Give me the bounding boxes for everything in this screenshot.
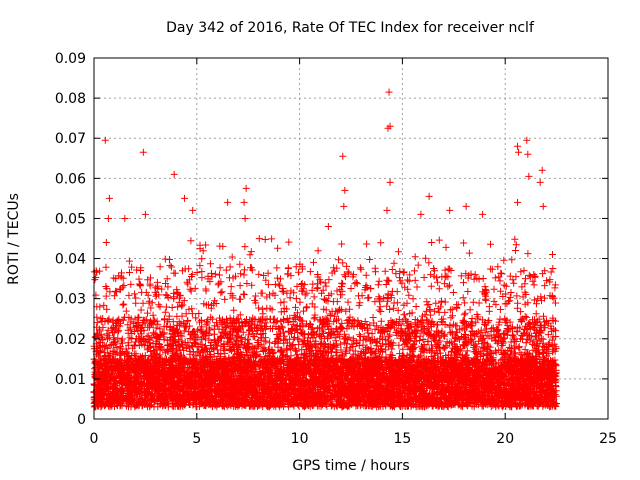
plot-frame <box>93 57 609 420</box>
data-point <box>385 88 393 96</box>
data-point <box>101 136 109 144</box>
y-tick-label: 0.09 <box>55 51 86 67</box>
y-tick-label: 0.03 <box>55 292 86 308</box>
y-tick-label: 0.08 <box>55 91 86 107</box>
x-tick-label: 10 <box>291 431 309 447</box>
data-point <box>341 186 349 194</box>
data-point <box>324 222 332 230</box>
y-tick-label: 0.06 <box>55 171 86 187</box>
y-axis-ticks: 0 0.01 0.02 0.03 0.04 0.05 0.06 0.07 0.08 0.09 <box>55 51 608 428</box>
y-tick-label: 0 <box>77 412 86 428</box>
data-point <box>539 202 547 210</box>
data-point <box>514 142 522 150</box>
x-tick-label: 25 <box>599 431 617 447</box>
x-tick-label: 20 <box>496 431 514 447</box>
data-point <box>340 202 348 210</box>
data-point <box>514 198 522 206</box>
y-tick-label: 0.02 <box>55 332 86 348</box>
data-point <box>425 192 433 200</box>
data-point <box>139 148 147 156</box>
data-point <box>102 239 110 247</box>
y-tick-label: 0.07 <box>55 131 86 147</box>
x-tick-label: 5 <box>192 431 201 447</box>
data-point <box>240 198 248 206</box>
data-point <box>104 214 112 222</box>
data-point <box>105 194 113 202</box>
point-cloud <box>90 235 560 411</box>
data-point <box>242 184 250 192</box>
data-point <box>417 210 425 218</box>
data-point <box>386 178 394 186</box>
data-point <box>189 206 197 214</box>
y-tick-label: 0.01 <box>55 372 86 388</box>
y-axis-label: ROTI / TECUs <box>6 193 22 285</box>
data-point <box>446 206 454 214</box>
data-point <box>180 194 188 202</box>
data-point <box>224 198 232 206</box>
x-axis-ticks: 0 5 10 15 20 25 <box>90 58 617 447</box>
data-point <box>479 210 487 218</box>
data-point <box>548 251 556 259</box>
x-tick-label: 0 <box>90 431 99 447</box>
data-point <box>462 202 470 210</box>
data-point <box>121 214 129 222</box>
data-point <box>523 136 531 144</box>
x-axis-label: GPS time / hours <box>292 458 409 474</box>
data-point <box>170 170 178 178</box>
x-tick-label: 15 <box>393 431 411 447</box>
y-tick-label: 0.04 <box>55 252 86 268</box>
data-points <box>90 88 560 411</box>
data-point <box>536 178 544 186</box>
data-point <box>524 150 532 158</box>
data-point <box>538 166 546 174</box>
y-tick-label: 0.05 <box>55 211 86 227</box>
data-point <box>339 152 347 160</box>
data-point <box>515 148 523 156</box>
data-point <box>384 124 392 132</box>
data-point <box>141 210 149 218</box>
data-point <box>511 247 519 255</box>
data-point <box>383 206 391 214</box>
data-point <box>241 214 249 222</box>
data-point <box>525 172 533 180</box>
chart-title: Day 342 of 2016, Rate Of TEC Index for r… <box>166 20 535 36</box>
